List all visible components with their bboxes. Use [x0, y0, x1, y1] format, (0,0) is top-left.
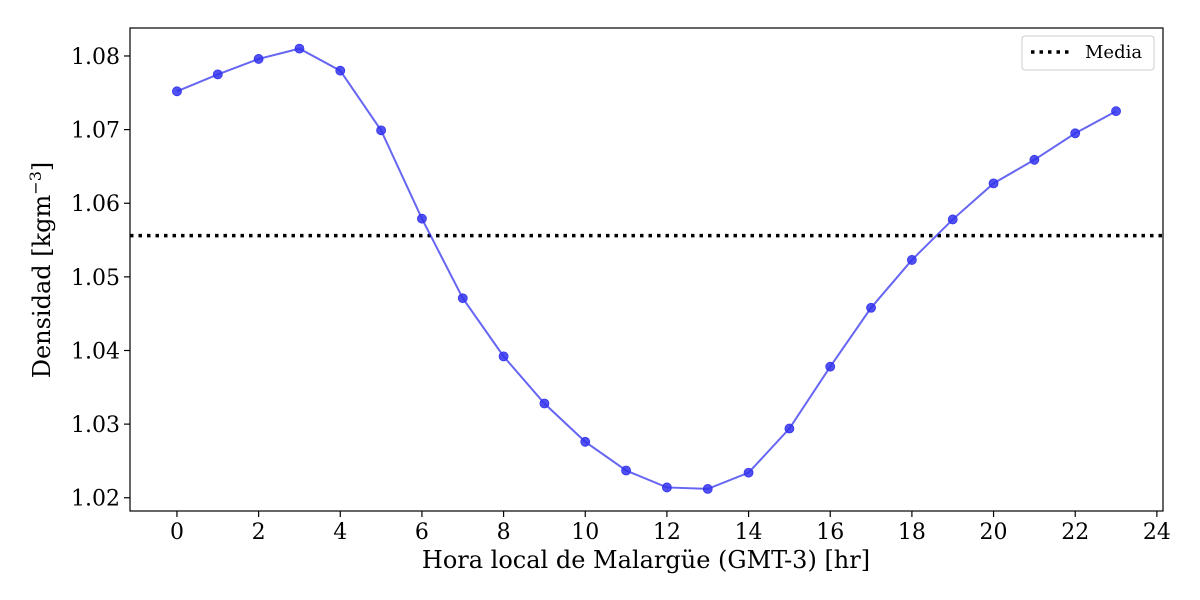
x-tick-label: 12	[653, 520, 681, 545]
series-line	[176, 47, 1117, 490]
data-point-hour-13	[702, 484, 713, 494]
y-axis-label-superscript: −3	[26, 171, 45, 195]
x-tick-label: 8	[497, 520, 511, 545]
data-point-hour-14	[743, 467, 754, 478]
x-tick-label: 10	[571, 520, 599, 545]
x-axis: 0 2 4 6 8 10 12 14 16 18 20 22 24	[170, 511, 1171, 545]
y-axis-label: Densidad [kgm−3]	[26, 162, 57, 379]
x-tick-label: 24	[1143, 520, 1171, 545]
legend: Media	[1021, 35, 1155, 71]
data-point-hour-7	[457, 293, 468, 304]
x-tick-label: 22	[1061, 520, 1089, 545]
data-point-hour-23	[1111, 106, 1121, 117]
data-point-hour-3	[294, 43, 305, 54]
data-point-hour-22	[1070, 128, 1081, 139]
y-axis-label-main: Densidad [kgm	[28, 194, 56, 378]
x-tick-label: 16	[816, 520, 844, 545]
x-tick-label: 14	[735, 520, 763, 545]
y-tick-label: 1.04	[71, 339, 120, 364]
data-point-hour-6	[417, 213, 427, 224]
data-point-hour-1	[212, 69, 223, 80]
data-point-hour-17	[866, 302, 876, 313]
x-tick-label: 18	[898, 520, 926, 545]
data-point-hour-10	[580, 436, 591, 447]
y-axis-label-end: ]	[28, 162, 56, 171]
x-tick-label: 6	[415, 520, 429, 545]
y-tick-label: 1.02	[71, 487, 120, 512]
x-axis-label: Hora local de Malargüe (GMT-3) [hr]	[422, 546, 870, 574]
x-tick-label: 2	[252, 520, 266, 545]
x-tick-label: 0	[170, 520, 184, 545]
data-point-hour-20	[988, 178, 999, 189]
plot-area	[130, 43, 1163, 494]
data-point-hour-18	[906, 255, 917, 265]
data-point-hour-15	[784, 423, 795, 434]
y-tick-label: 1.05	[71, 266, 120, 291]
data-point-hour-16	[825, 361, 836, 372]
y-tick-label: 1.08	[71, 45, 120, 70]
y-tick-label: 1.07	[71, 119, 120, 144]
legend-box	[1021, 35, 1155, 71]
y-tick-label: 1.06	[71, 192, 120, 217]
data-point-hour-0	[172, 86, 182, 97]
data-point-hour-5	[376, 125, 387, 136]
data-point-hour-9	[539, 398, 550, 409]
data-point-hour-12	[662, 482, 672, 493]
legend-media-label: Media	[1085, 42, 1142, 63]
x-tick-label: 20	[980, 520, 1008, 545]
data-point-hour-8	[498, 351, 509, 362]
data-point-hour-19	[947, 214, 958, 225]
data-point-hour-11	[621, 465, 631, 476]
data-point-hour-21	[1029, 154, 1040, 165]
data-point-hour-2	[253, 54, 264, 64]
y-tick-label: 1.03	[71, 413, 120, 438]
axes-frame	[129, 27, 1164, 512]
x-tick-label: 4	[333, 520, 347, 545]
y-axis: 1.02 1.03 1.04 1.05 1.06 1.07 1.08	[71, 45, 130, 512]
data-point-hour-4	[335, 65, 346, 76]
